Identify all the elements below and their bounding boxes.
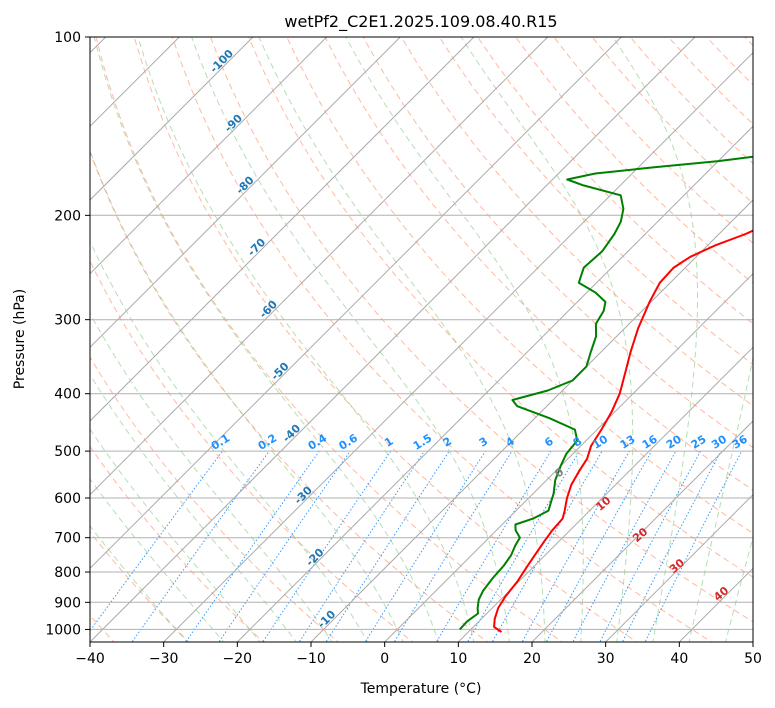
mixing-ratio-line xyxy=(298,450,425,642)
isotherm-line xyxy=(90,37,475,422)
x-tick-label: 50 xyxy=(744,651,762,667)
mixing-ratio-line xyxy=(621,450,722,642)
mixing-ratio-line xyxy=(599,450,701,642)
mixing-ratio-line xyxy=(185,450,320,642)
isotherm-line xyxy=(90,37,622,570)
y-tick-label: 400 xyxy=(54,387,81,403)
x-tick-label: −30 xyxy=(149,651,179,667)
isotherm-line xyxy=(90,37,328,275)
dewpoint-trace xyxy=(459,155,753,631)
mixing-ratio-line xyxy=(218,450,351,642)
x-tick-label: 20 xyxy=(523,651,541,667)
moist-adiabat-line xyxy=(90,240,369,642)
moist-adiabat-line xyxy=(90,149,404,642)
isotherm-line xyxy=(90,37,549,496)
x-axis-label: Temperature (°C) xyxy=(360,681,482,697)
mixing-ratio-line xyxy=(131,450,270,642)
y-tick-label: 1000 xyxy=(45,622,81,638)
isotherm-line xyxy=(457,346,753,642)
y-tick-label: 900 xyxy=(54,595,81,611)
y-tick-label: 300 xyxy=(54,313,81,329)
isotherm-line xyxy=(310,199,753,642)
isotherm-line xyxy=(90,37,254,201)
dry-adiabat-line xyxy=(438,37,753,366)
x-tick-label: −20 xyxy=(223,651,253,667)
y-tick-label: 200 xyxy=(54,208,81,224)
plot-frame xyxy=(89,36,754,643)
dry-adiabat-line xyxy=(362,37,753,449)
isotherm-line xyxy=(605,493,753,642)
x-tick-label: 10 xyxy=(449,651,467,667)
y-axis-ticks: 100 200 300 400 500 600 700 800 900 1000 xyxy=(45,30,90,638)
x-axis-ticks: −40 −30 −20 −10 0 10 20 30 40 50 xyxy=(75,642,762,667)
dry-adiabat-line xyxy=(286,37,753,534)
x-tick-label: 40 xyxy=(670,651,688,667)
isotherm-line xyxy=(752,641,753,642)
dry-adiabat-line xyxy=(90,259,414,642)
y-tick-label: 500 xyxy=(54,444,81,460)
dry-adiabat-line xyxy=(248,37,753,578)
y-tick-label: 100 xyxy=(54,30,81,46)
y-tick-label: 600 xyxy=(54,491,81,507)
temperature-trace xyxy=(493,229,753,633)
y-tick-label: 700 xyxy=(54,531,81,547)
isotherm-line xyxy=(236,125,753,642)
isotherms xyxy=(90,37,753,642)
dry-adiabat-line xyxy=(477,37,753,325)
x-tick-label: −10 xyxy=(296,651,326,667)
mixing-ratio-line xyxy=(491,450,603,642)
isotherm-line xyxy=(90,37,696,642)
x-tick-label: 0 xyxy=(380,651,389,667)
sounding-traces xyxy=(459,155,753,633)
dry-adiabat-line xyxy=(400,37,753,407)
isotherm-line xyxy=(531,420,753,642)
mixing-ratio-line xyxy=(435,450,552,642)
chart-title: wetPf2_C2E1.2025.109.08.40.R15 xyxy=(284,12,557,32)
dry-adiabat-line xyxy=(324,37,753,491)
isotherm-line xyxy=(90,37,401,349)
mixing-ratio-line xyxy=(90,450,223,632)
mixing-ratio-line xyxy=(325,450,450,642)
plot-background xyxy=(90,37,753,642)
x-tick-label: 30 xyxy=(597,651,615,667)
isotherm-line xyxy=(384,272,753,642)
isotherm-line xyxy=(163,51,753,642)
mixing-ratio-line xyxy=(393,450,513,642)
y-axis-label: Pressure (hPa) xyxy=(12,289,28,389)
y-tick-label: 800 xyxy=(54,565,81,581)
x-tick-label: −40 xyxy=(75,651,105,667)
mixing-ratio-line xyxy=(572,450,677,642)
